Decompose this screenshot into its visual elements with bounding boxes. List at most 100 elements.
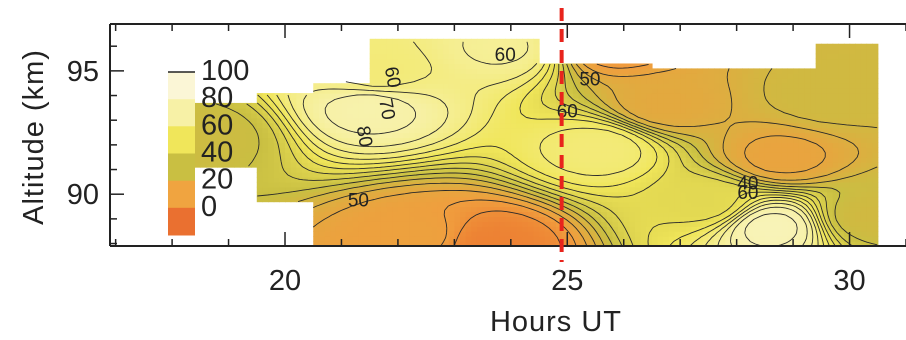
field-cell (849, 117, 856, 124)
field-cell (471, 107, 478, 114)
field-cell (488, 181, 495, 188)
field-cell (482, 48, 489, 55)
field-cell (691, 142, 698, 148)
field-cell (352, 102, 359, 109)
field-cell (273, 191, 280, 198)
field-cell (736, 93, 743, 99)
field-cell (606, 93, 614, 99)
field-cell (595, 236, 602, 242)
field-cell (719, 231, 726, 237)
field-cell (872, 162, 879, 168)
field-cell (730, 93, 738, 99)
field-cell (589, 157, 597, 163)
field-cell (268, 98, 275, 104)
field-cell (414, 53, 422, 60)
field-cell (499, 241, 506, 246)
field-cell (364, 236, 371, 242)
field-cell (499, 112, 506, 119)
field-cell (256, 98, 264, 104)
field-cell (708, 206, 715, 213)
field-cell (550, 137, 557, 143)
field-cell (776, 186, 783, 193)
field-cell (522, 88, 529, 94)
field-cell (465, 58, 472, 65)
field-cell (680, 167, 687, 173)
field-cell (826, 78, 834, 84)
field-cell (375, 191, 382, 198)
field-cell (555, 152, 563, 158)
field-cell (335, 226, 343, 232)
field-cell (567, 63, 574, 69)
field-cell (448, 162, 455, 168)
field-cell (234, 132, 241, 139)
field-cell (539, 68, 546, 74)
field-cell (358, 167, 365, 173)
field-cell (443, 191, 450, 198)
field-cell (804, 132, 811, 139)
field-cell (431, 88, 439, 94)
field-cell (685, 98, 693, 104)
field-cell (601, 186, 608, 193)
field-cell (318, 157, 326, 163)
field-cell (776, 201, 783, 208)
field-cell (471, 191, 478, 198)
field-cell (674, 112, 681, 119)
field-cell (860, 152, 868, 158)
field-cell (838, 147, 845, 153)
field-cell (595, 152, 602, 158)
field-cell (301, 181, 309, 188)
field-cell (544, 132, 551, 139)
field-cell (640, 122, 647, 129)
field-cell (279, 112, 286, 119)
field-cell (347, 142, 354, 148)
field-cell (872, 58, 879, 65)
field-cell (471, 127, 478, 134)
field-cell (533, 152, 540, 158)
field-cell (516, 201, 523, 208)
field-cell (499, 58, 506, 65)
field-cell (567, 236, 574, 242)
field-cell (369, 211, 376, 217)
field-cell (584, 206, 591, 213)
field-cell (657, 88, 664, 94)
field-cell (380, 186, 388, 193)
field-cell (601, 167, 608, 173)
field-cell (759, 181, 766, 188)
field-cell (753, 83, 760, 89)
field-cell (872, 122, 879, 129)
field-cell (629, 167, 636, 173)
field-cell (736, 186, 743, 193)
field-cell (369, 43, 376, 50)
field-cell (849, 142, 856, 148)
field-cell (234, 147, 241, 153)
field-cell (691, 152, 698, 158)
field-cell (239, 157, 247, 163)
field-cell (460, 236, 467, 242)
field-cell (533, 107, 540, 114)
field-cell (843, 122, 851, 129)
field-cell (443, 132, 450, 139)
field-cell (826, 63, 834, 69)
field-cell (680, 117, 687, 124)
field-cell (753, 236, 760, 242)
field-cell (290, 191, 297, 198)
field-cell (296, 186, 303, 193)
field-cell (753, 78, 760, 84)
field-cell (821, 152, 828, 158)
field-cell (747, 181, 755, 188)
field-cell (369, 48, 376, 55)
field-cell (838, 53, 845, 60)
field-cell (668, 172, 676, 178)
field-cell (781, 122, 789, 129)
field-cell (493, 112, 501, 119)
field-cell (550, 176, 557, 183)
field-cell (313, 117, 320, 124)
field-cell (821, 58, 828, 65)
contour-label: 60 (737, 183, 758, 204)
field-cell (471, 211, 478, 217)
field-cell (335, 88, 343, 94)
field-cell (476, 122, 484, 129)
field-cell (612, 137, 619, 143)
field-cell (330, 226, 337, 232)
field-cell (279, 98, 286, 104)
